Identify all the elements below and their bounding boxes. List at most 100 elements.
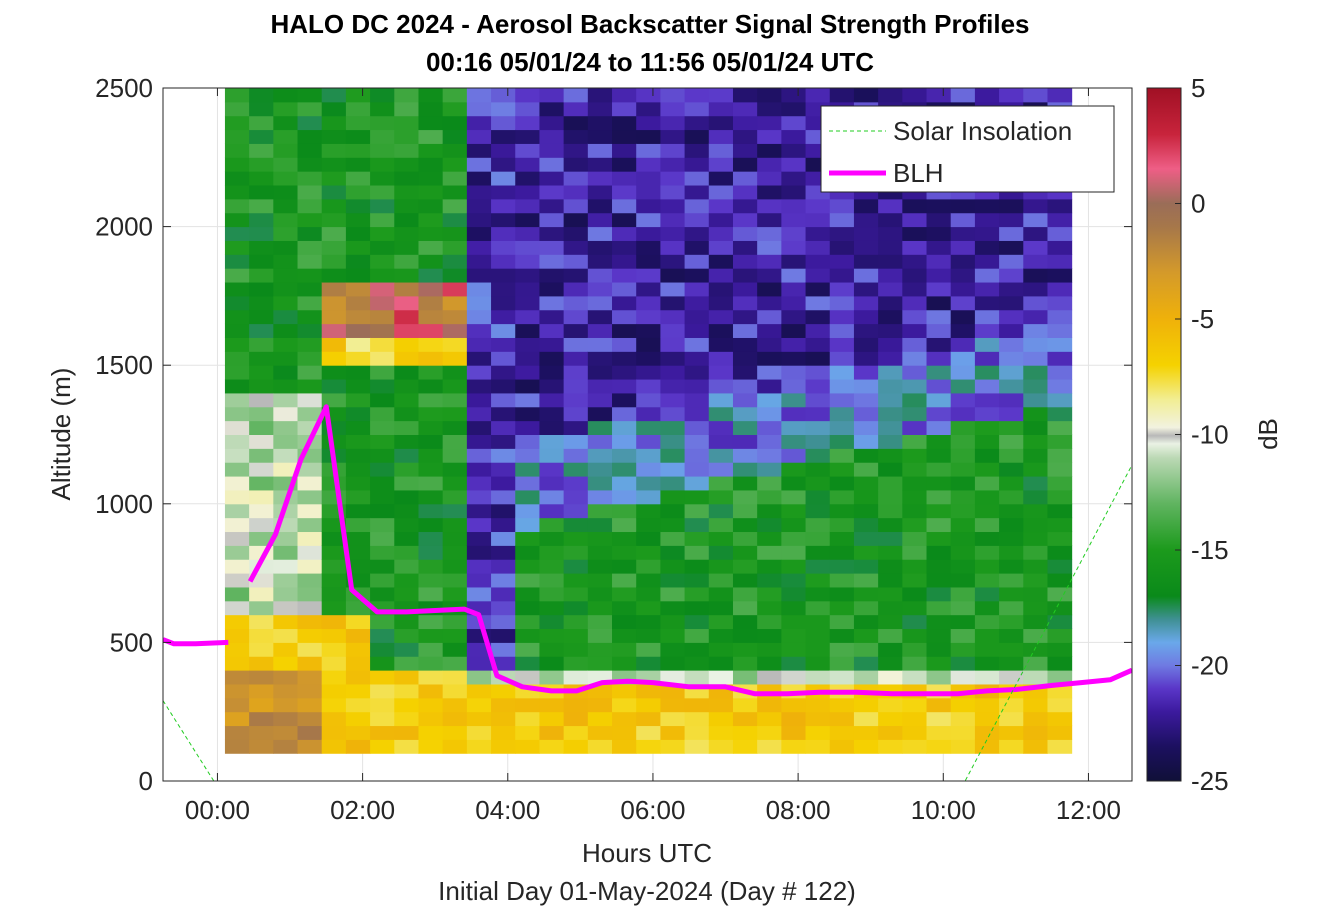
heatmap-cell	[491, 171, 516, 186]
heatmap-cell	[612, 489, 637, 505]
heatmap-cell	[612, 711, 637, 727]
heatmap-cell	[442, 171, 468, 186]
heatmap-cell	[418, 157, 444, 172]
heatmap-cell	[345, 670, 371, 685]
heatmap-cell	[587, 157, 613, 172]
heatmap-cell	[370, 240, 395, 255]
heatmap-cell	[418, 476, 444, 491]
heatmap-cell	[829, 434, 855, 449]
heatmap-cell	[370, 337, 395, 352]
heatmap-cell	[394, 586, 419, 602]
heatmap-cell	[1047, 420, 1073, 435]
heatmap-cell	[563, 198, 589, 214]
heatmap-cell	[563, 628, 589, 643]
heatmap-cell	[249, 420, 274, 435]
heatmap-cell	[926, 337, 952, 352]
heatmap-cell	[1023, 254, 1048, 269]
heatmap-cell	[321, 212, 347, 228]
heatmap-cell	[466, 434, 492, 449]
heatmap-cell	[781, 295, 807, 311]
heatmap-cell	[539, 725, 565, 740]
heatmap-cell	[732, 295, 758, 311]
heatmap-cell	[902, 198, 928, 214]
heatmap-cell	[394, 545, 419, 560]
heatmap-cell	[224, 101, 250, 117]
heatmap-cell	[418, 185, 444, 200]
heatmap-cell	[273, 295, 299, 311]
heatmap-cell	[757, 392, 782, 408]
heatmap-cell	[515, 309, 540, 325]
heatmap-cell	[878, 628, 903, 643]
heatmap-cell	[757, 101, 782, 117]
heatmap-cell	[394, 517, 419, 533]
heatmap-cell	[757, 323, 782, 338]
heatmap-cell	[757, 198, 782, 214]
heatmap-cell	[321, 282, 347, 297]
heatmap-cell	[878, 198, 903, 214]
heatmap-cell	[1023, 462, 1048, 477]
heatmap-cell	[491, 212, 516, 228]
heatmap-cell	[684, 88, 710, 103]
heatmap-cell	[539, 254, 565, 269]
heatmap-cell	[999, 323, 1024, 338]
heatmap-cell	[878, 448, 903, 463]
heatmap-cell	[612, 379, 637, 394]
heatmap-cell	[926, 462, 952, 477]
heatmap-cell	[297, 476, 323, 491]
heatmap-cell	[950, 448, 976, 463]
heatmap-cell	[684, 489, 710, 505]
heatmap-cell	[418, 642, 444, 657]
heatmap-cell	[249, 379, 274, 394]
heatmap-cell	[394, 489, 419, 505]
heatmap-cell	[491, 448, 516, 463]
heatmap-cell	[708, 725, 734, 740]
heatmap-cell	[805, 309, 831, 325]
heatmap-cell	[636, 628, 661, 643]
heatmap-cell	[732, 559, 758, 574]
heatmap-cell	[418, 198, 444, 214]
heatmap-cell	[660, 157, 686, 172]
heatmap-cell	[515, 226, 540, 241]
heatmap-cell	[442, 642, 468, 657]
heatmap-cell	[853, 268, 879, 283]
heatmap-cell	[805, 489, 831, 505]
heatmap-cell	[539, 586, 565, 602]
heatmap-cell	[878, 517, 903, 533]
heatmap-cell	[708, 517, 734, 533]
y-tick-label: 2000	[95, 212, 153, 242]
heatmap-cell	[684, 143, 710, 158]
heatmap-cell	[781, 600, 807, 616]
heatmap-cell	[249, 157, 274, 172]
heatmap-cell	[660, 573, 686, 588]
heatmap-cell	[321, 614, 347, 630]
heatmap-cell	[370, 739, 395, 754]
heatmap-cell	[781, 129, 807, 144]
heatmap-cell	[515, 531, 540, 546]
heatmap-cell	[273, 282, 299, 297]
heatmap-cell	[442, 628, 468, 643]
heatmap-cell	[878, 573, 903, 588]
heatmap-cell	[757, 586, 782, 602]
heatmap-cell	[370, 476, 395, 491]
heatmap-cell	[950, 365, 976, 380]
heatmap-cell	[926, 711, 952, 727]
heatmap-cell	[370, 268, 395, 283]
heatmap-cell	[805, 88, 831, 103]
legend-label: Solar Insolation	[893, 116, 1072, 146]
heatmap-cell	[1023, 268, 1048, 283]
heatmap-cell	[539, 185, 565, 200]
heatmap-cell	[732, 323, 758, 338]
heatmap-cell	[563, 129, 589, 144]
heatmap-cell	[587, 226, 613, 241]
heatmap-cell	[1023, 670, 1048, 685]
heatmap-cell	[321, 309, 347, 325]
heatmap-cell	[950, 711, 976, 727]
heatmap-cell	[974, 420, 1000, 435]
heatmap-cell	[612, 226, 637, 241]
heatmap-cell	[950, 642, 976, 657]
heatmap-cell	[515, 143, 540, 158]
heatmap-cell	[612, 129, 637, 144]
heatmap-cell	[587, 697, 613, 713]
heatmap-cell	[612, 517, 637, 533]
heatmap-cell	[684, 573, 710, 588]
